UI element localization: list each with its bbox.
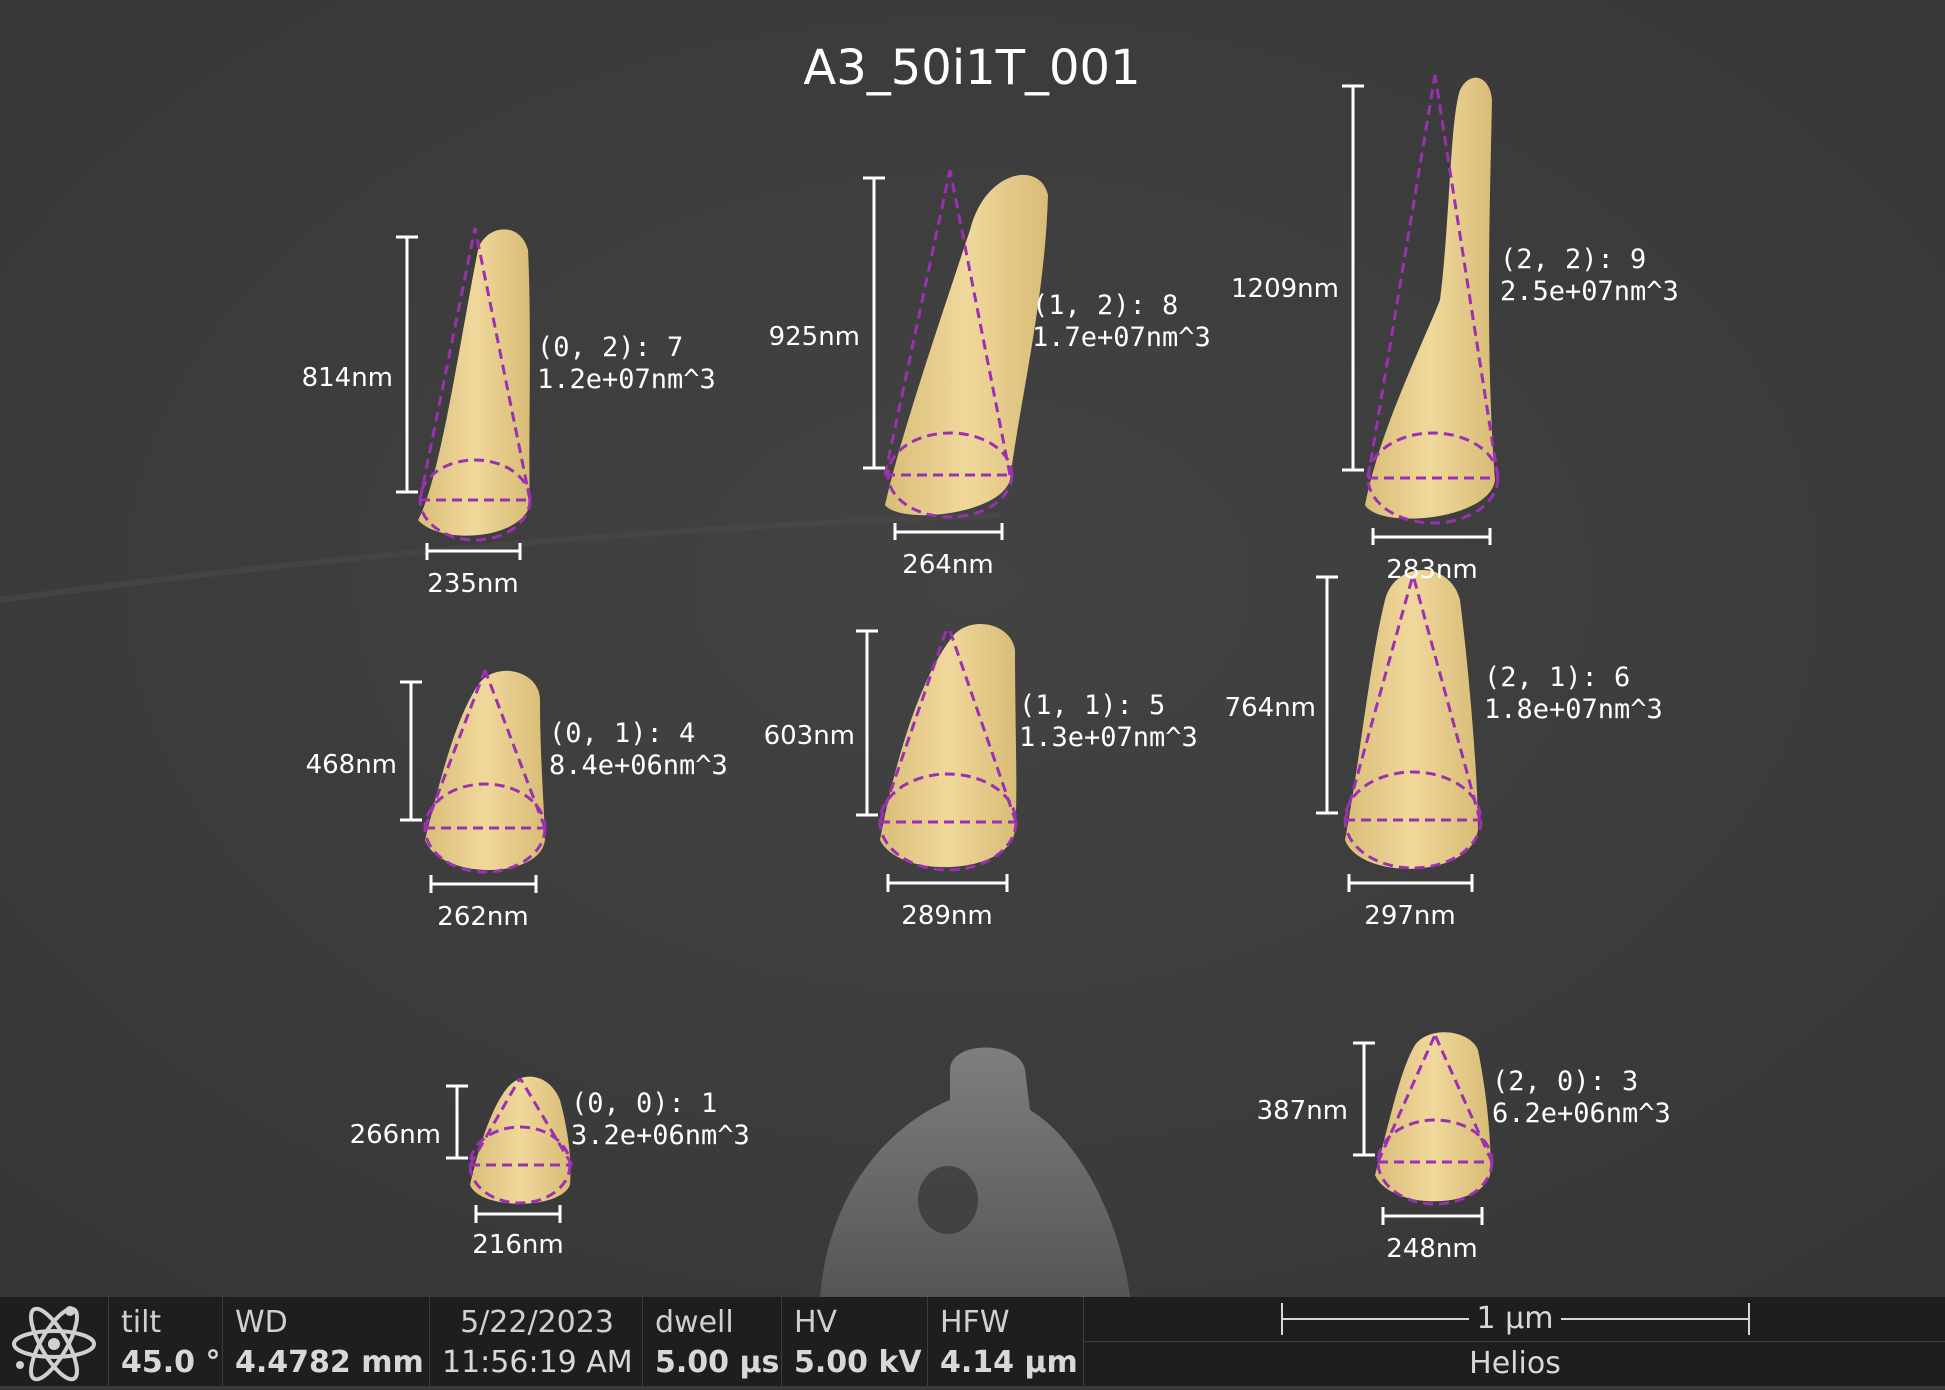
- hfw-readout: HFW 4.14 µm: [927, 1297, 1083, 1386]
- height-label: 764nm: [1225, 693, 1316, 723]
- width-label: 248nm: [1386, 1234, 1477, 1264]
- hfw-label: HFW: [940, 1305, 1010, 1340]
- pillar-id-label: (2, 1): 6: [1484, 662, 1630, 693]
- volume-label: 8.4e+06nm^3: [549, 750, 728, 781]
- hv-value: 5.00 kV: [794, 1345, 922, 1380]
- pillar-id-label: (2, 2): 9: [1500, 244, 1646, 275]
- dimension-brackets: [396, 84, 1492, 1225]
- width-label: 262nm: [437, 902, 528, 932]
- pillar-id-label: (0, 1): 4: [549, 718, 695, 749]
- pillar-id-label: (0, 0): 1: [571, 1088, 717, 1119]
- hfw-value: 4.14 µm: [940, 1345, 1078, 1380]
- pillar-id-label: (1, 1): 5: [1019, 690, 1165, 721]
- pillar-id-label: (2, 0): 3: [1492, 1066, 1638, 1097]
- logo: [0, 1297, 108, 1386]
- dwell-readout: dwell 5.00 µs: [642, 1297, 781, 1386]
- dwell-value: 5.00 µs: [655, 1345, 780, 1380]
- volume-label: 6.2e+06nm^3: [1492, 1098, 1671, 1129]
- scale-bar-label: 1 µm: [1468, 1301, 1562, 1336]
- wd-value: 4.4782 mm: [235, 1345, 424, 1380]
- height-label: 925nm: [769, 322, 860, 352]
- width-label: 297nm: [1364, 901, 1455, 931]
- hv-label: HV: [794, 1305, 838, 1340]
- pillar-id-label: (0, 2): 7: [537, 332, 683, 363]
- width-label: 264nm: [902, 550, 993, 580]
- instrument-name: Helios: [1469, 1346, 1561, 1381]
- pillar-2-1: [1343, 570, 1483, 870]
- volume-label: 3.2e+06nm^3: [571, 1120, 750, 1151]
- datetime-readout: 5/22/2023 11:56:19 AM: [429, 1297, 642, 1386]
- height-label: 266nm: [350, 1120, 441, 1150]
- substrate-ridge: [0, 512, 1001, 603]
- atom-icon: [12, 1306, 96, 1382]
- tilt-value: 45.0 °: [121, 1345, 221, 1380]
- hv-readout: HV 5.00 kV: [781, 1297, 927, 1386]
- height-label: 1209nm: [1231, 274, 1339, 304]
- divider: [1084, 1341, 1945, 1342]
- pillar-0-0: [468, 1076, 574, 1205]
- scale-bar-panel: 1 µm Helios: [1083, 1297, 1945, 1386]
- pillar-1-1: [878, 623, 1018, 872]
- dwell-label: dwell: [655, 1305, 734, 1340]
- image-title: A3_50i1T_001: [803, 40, 1140, 96]
- volume-label: 1.3e+07nm^3: [1019, 722, 1198, 753]
- height-label: 603nm: [764, 721, 855, 751]
- height-label: 814nm: [302, 363, 393, 393]
- time-value: 11:56:19 AM: [442, 1345, 633, 1380]
- volume-label: 2.5e+07nm^3: [1500, 276, 1679, 307]
- pillar-1-2: [883, 169, 1048, 519]
- width-label: 289nm: [901, 901, 992, 931]
- width-label: 216nm: [472, 1230, 563, 1260]
- volume-label: 1.2e+07nm^3: [537, 364, 716, 395]
- width-label: 235nm: [427, 569, 518, 599]
- tilt-label: tilt: [121, 1305, 162, 1340]
- volume-label: 1.7e+07nm^3: [1032, 322, 1211, 353]
- pillar-0-1: [423, 669, 547, 874]
- volume-label: 1.8e+07nm^3: [1484, 694, 1663, 725]
- tilt-readout: tilt 45.0 °: [108, 1297, 222, 1386]
- wd-readout: WD 4.4782 mm: [222, 1297, 429, 1386]
- pillar-2-2: [1365, 74, 1500, 525]
- sem-image: A3_50i1T_001 814nm 235nm (0, 2): 7 1.2e+…: [0, 0, 1945, 1297]
- sem-status-bar: tilt 45.0 ° WD 4.4782 mm 5/22/2023 11:56…: [0, 1297, 1945, 1386]
- date-value: 5/22/2023: [460, 1305, 614, 1340]
- pillar-0-2: [418, 227, 532, 542]
- pillar-2-0: [1375, 1032, 1494, 1206]
- width-label: 283nm: [1386, 555, 1477, 585]
- height-label: 387nm: [1257, 1096, 1348, 1126]
- wd-label: WD: [235, 1305, 288, 1340]
- height-label: 468nm: [306, 750, 397, 780]
- pillar-id-label: (1, 2): 8: [1032, 290, 1178, 321]
- probe-tip: [820, 1047, 1130, 1297]
